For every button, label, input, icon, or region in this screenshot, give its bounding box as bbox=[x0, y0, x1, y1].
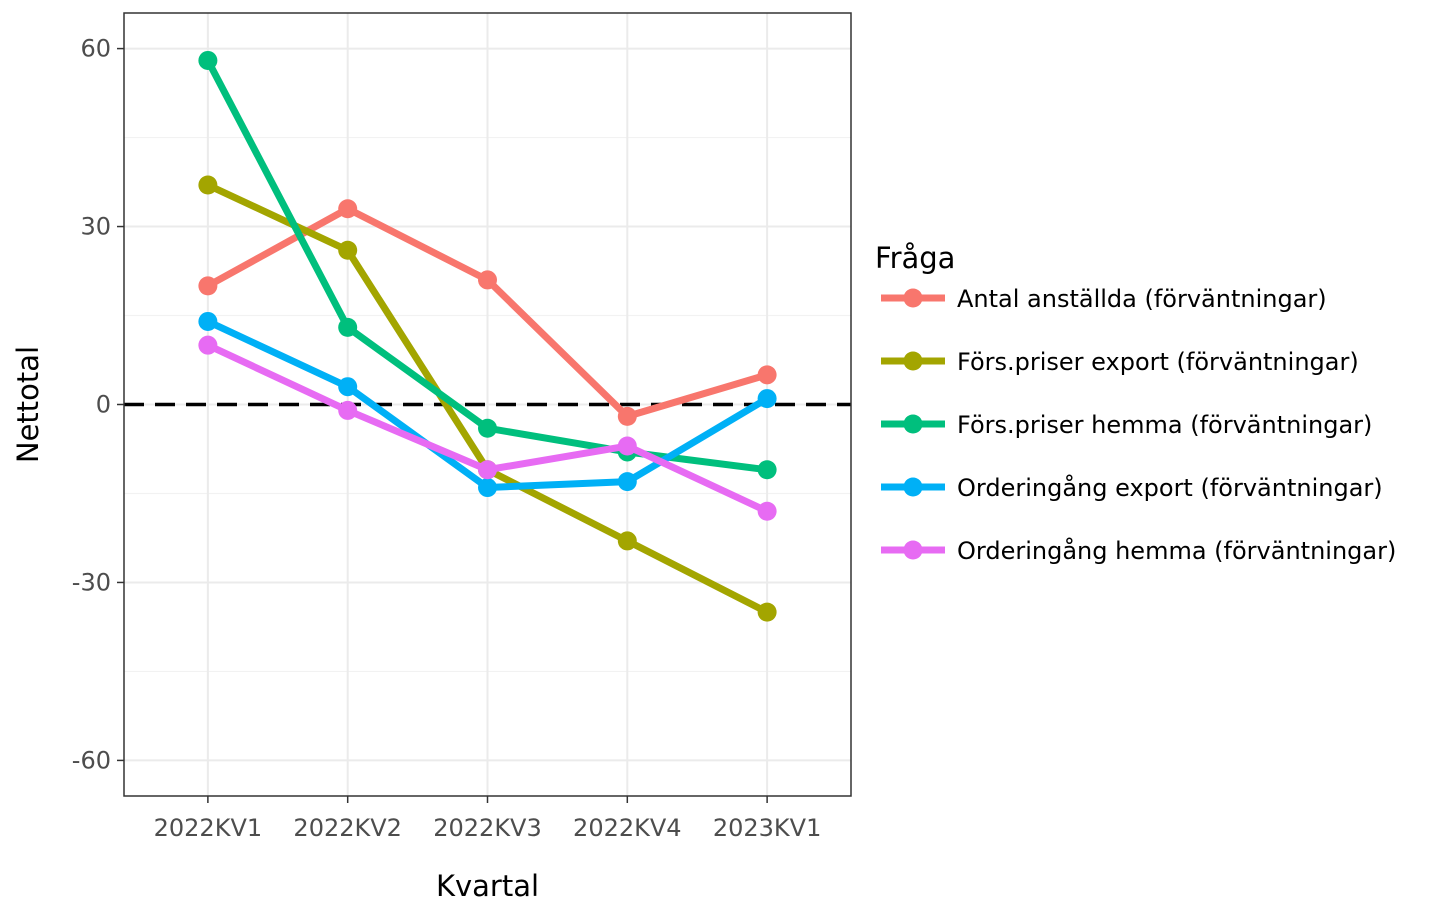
data-point bbox=[338, 199, 358, 219]
x-tick-label: 2022KV2 bbox=[293, 814, 402, 842]
data-point bbox=[478, 418, 497, 438]
legend-item: Förs.priser export (förväntningar) bbox=[881, 348, 1359, 376]
x-tick-label: 2022KV1 bbox=[154, 814, 263, 842]
data-point bbox=[198, 50, 218, 70]
data-point bbox=[338, 240, 358, 260]
data-point bbox=[478, 478, 497, 498]
legend-item: Orderingång hemma (förväntningar) bbox=[881, 536, 1396, 565]
data-point bbox=[617, 406, 637, 426]
data-point bbox=[198, 335, 218, 355]
legend-title: Fråga bbox=[875, 241, 955, 275]
y-axis-title: Nettotal bbox=[11, 346, 45, 463]
legend-label: Antal anställda (förväntningar) bbox=[957, 285, 1327, 313]
y-tick-label: -60 bbox=[72, 746, 111, 774]
legend-item: Antal anställda (förväntningar) bbox=[881, 285, 1327, 313]
legend-key-point bbox=[903, 414, 923, 434]
legend-key-point bbox=[903, 477, 923, 497]
y-tick-label: 60 bbox=[80, 35, 111, 63]
data-point bbox=[198, 311, 218, 331]
data-point bbox=[757, 389, 777, 409]
data-point bbox=[617, 472, 637, 492]
data-point bbox=[757, 365, 777, 385]
data-point bbox=[757, 460, 777, 480]
legend-key-point bbox=[903, 288, 923, 308]
y-tick-label: 30 bbox=[80, 213, 111, 241]
x-axis-title: Kvartal bbox=[436, 869, 539, 900]
legend-key-point bbox=[903, 351, 923, 371]
data-point bbox=[757, 602, 777, 622]
data-point bbox=[478, 460, 497, 480]
data-point bbox=[338, 400, 358, 420]
series-group bbox=[198, 50, 777, 622]
y-tick-label: -30 bbox=[72, 568, 111, 596]
data-point bbox=[198, 276, 218, 296]
data-point bbox=[338, 317, 358, 337]
data-point bbox=[617, 436, 637, 456]
legend-label: Orderingång export (förväntningar) bbox=[957, 473, 1383, 502]
x-tick-label: 2022KV3 bbox=[433, 814, 542, 842]
legend-item: Orderingång export (förväntningar) bbox=[881, 473, 1383, 502]
legend-key-point bbox=[903, 540, 923, 560]
legend-label: Förs.priser export (förväntningar) bbox=[957, 348, 1359, 376]
data-point bbox=[338, 377, 358, 397]
legend-label: Orderingång hemma (förväntningar) bbox=[957, 536, 1396, 565]
legend: Fråga Antal anställda (förväntningar) För… bbox=[875, 241, 1396, 565]
series-5 bbox=[198, 335, 777, 521]
legend-item: Förs.priser hemma (förväntningar) bbox=[881, 411, 1372, 439]
series-4 bbox=[198, 311, 777, 498]
data-point bbox=[478, 270, 497, 290]
data-point bbox=[757, 501, 777, 521]
legend-label: Förs.priser hemma (förväntningar) bbox=[957, 411, 1372, 439]
data-point bbox=[617, 531, 637, 551]
y-tick-label: 0 bbox=[96, 391, 111, 419]
x-tick-label: 2022KV4 bbox=[573, 814, 682, 842]
data-point bbox=[198, 175, 218, 195]
axes: 60 30 0 -30 -60 2022KV1 2022KV2 2022KV3 2022KV4 2… bbox=[72, 35, 822, 842]
x-tick-label: 2023KV1 bbox=[713, 814, 822, 842]
